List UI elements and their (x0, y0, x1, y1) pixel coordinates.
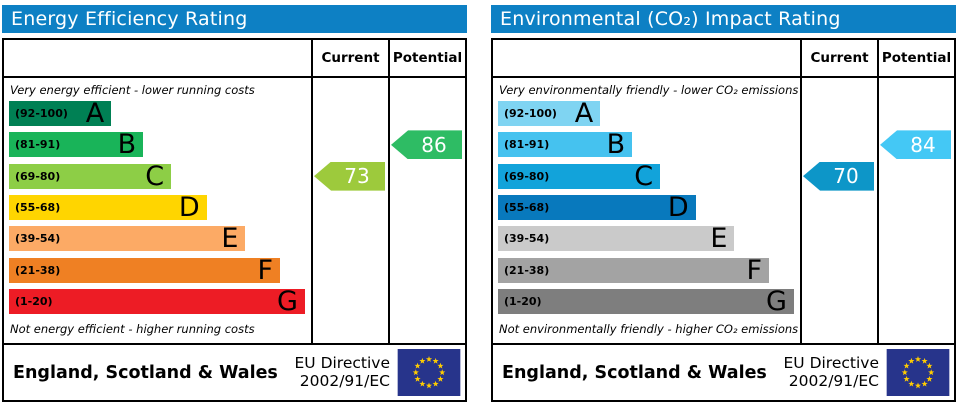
bottom-caption: Not environmentally friendly - higher CO… (499, 322, 799, 337)
panel-title-bar: Environmental (CO₂) Impact Rating (491, 5, 956, 33)
band-e: (39-54) E (9, 223, 246, 255)
band-letter: C (634, 160, 654, 192)
footer-bar: England, Scotland & Wales EU Directive 2… (2, 343, 467, 402)
band-d: (55-68) D (498, 191, 696, 223)
bands-area: Very energy efficient - lower running co… (4, 78, 311, 343)
band-letter: A (574, 98, 594, 129)
band-a: (92-100) A (9, 98, 112, 129)
potential-column: 86 (388, 78, 465, 343)
eu-directive-line1: EU Directive (783, 353, 880, 372)
current-rating-arrow: 73 (314, 161, 385, 191)
band-range-label: (1-20) (504, 294, 542, 308)
top-caption: Very environmentally friendly - lower CO… (499, 82, 799, 97)
band-letter: G (766, 285, 787, 317)
current-column-header: Current (800, 40, 877, 78)
band-a: (92-100) A (498, 98, 601, 129)
current-column: 73 (311, 78, 388, 343)
band-c: (69-80) C (498, 160, 661, 192)
region-label: England, Scotland & Wales (13, 362, 278, 383)
rating-panel: Energy Efficiency Rating Current Potenti… (2, 0, 468, 404)
current-rating-value: 70 (833, 164, 859, 189)
band-g: (1-20) G (9, 285, 305, 317)
potential-rating-arrow: 86 (391, 130, 462, 160)
band-f: (21-38) F (9, 254, 281, 286)
band-letter: B (117, 129, 137, 161)
band-scale: (92-100) A (81-91) B (69-80) C (55-68) D (39-54)… (493, 98, 800, 317)
rating-table: Current Potential Very environmentally f… (491, 38, 956, 345)
band-f: (21-38) F (498, 254, 770, 286)
band-letter: F (257, 254, 274, 286)
panel-title: Environmental (CO₂) Impact Rating (500, 8, 841, 30)
band-e: (39-54) E (498, 223, 735, 255)
band-c: (69-80) C (9, 160, 172, 192)
region-label: England, Scotland & Wales (502, 362, 767, 383)
potential-column-header: Potential (388, 40, 465, 78)
header-spacer-cell (4, 40, 311, 78)
band-range-label: (39-54) (15, 232, 61, 246)
eu-flag-icon (886, 349, 950, 396)
band-range-label: (1-20) (15, 294, 53, 308)
band-letter: F (746, 254, 763, 286)
band-range-label: (92-100) (15, 107, 68, 120)
band-letter: D (667, 191, 689, 223)
potential-column-header: Potential (877, 40, 954, 78)
bands-area: Very environmentally friendly - lower CO… (493, 78, 800, 343)
eu-directive-line2: 2002/91/EC (788, 371, 879, 390)
band-letter: D (178, 191, 200, 223)
band-g: (1-20) G (498, 285, 794, 317)
top-caption: Very energy efficient - lower running co… (10, 82, 255, 97)
footer-bar: England, Scotland & Wales EU Directive 2… (491, 343, 956, 402)
eu-directive-line2: 2002/91/EC (299, 371, 390, 390)
band-b: (81-91) B (9, 129, 144, 161)
current-rating-arrow: 70 (803, 161, 874, 191)
band-range-label: (92-100) (504, 107, 557, 120)
band-letter: G (277, 285, 298, 317)
band-letter: E (710, 223, 728, 255)
rating-panel: Environmental (CO₂) Impact Rating Curren… (491, 0, 957, 404)
band-letter: C (145, 160, 165, 192)
bottom-caption: Not energy efficient - higher running co… (10, 322, 255, 337)
potential-rating-arrow: 84 (880, 130, 951, 160)
band-d: (55-68) D (9, 191, 207, 223)
current-rating-value: 73 (344, 164, 370, 189)
band-scale: (92-100) A (81-91) B (69-80) C (55-68) D (39-54)… (4, 98, 311, 317)
current-column: 70 (800, 78, 877, 343)
potential-rating-value: 84 (910, 132, 936, 157)
band-range-label: (81-91) (504, 138, 550, 152)
eu-flag-icon (397, 349, 461, 396)
band-letter: A (85, 98, 105, 129)
current-column-header: Current (311, 40, 388, 78)
band-range-label: (55-68) (504, 200, 550, 214)
band-b: (81-91) B (498, 129, 633, 161)
eu-directive-line1: EU Directive (294, 353, 391, 372)
band-range-label: (55-68) (15, 200, 61, 214)
band-letter: E (221, 223, 239, 255)
band-range-label: (69-80) (504, 169, 550, 183)
band-range-label: (39-54) (504, 232, 550, 246)
band-range-label: (81-91) (15, 138, 61, 152)
potential-rating-value: 86 (421, 132, 447, 157)
band-range-label: (21-38) (15, 263, 61, 277)
band-letter: B (606, 129, 626, 161)
header-spacer-cell (493, 40, 800, 78)
rating-table: Current Potential Very energy efficient … (2, 38, 467, 345)
eu-directive-label: EU Directive 2002/91/EC (783, 353, 880, 391)
band-range-label: (69-80) (15, 169, 61, 183)
panel-title: Energy Efficiency Rating (11, 8, 248, 30)
potential-column: 84 (877, 78, 954, 343)
panel-title-bar: Energy Efficiency Rating (2, 5, 467, 33)
eu-directive-label: EU Directive 2002/91/EC (294, 353, 391, 391)
band-range-label: (21-38) (504, 263, 550, 277)
